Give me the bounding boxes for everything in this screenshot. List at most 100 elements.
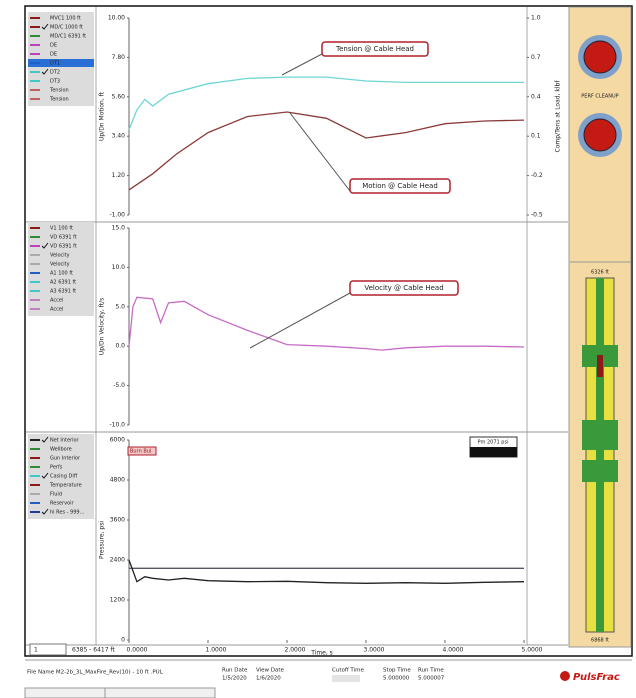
legend-check	[41, 436, 49, 443]
legend-label[interactable]: hi Res - 999...	[50, 510, 85, 516]
legend-label[interactable]: A1 100 ft	[50, 271, 73, 277]
legend-label[interactable]: MD/C1 6391 ft	[50, 34, 86, 40]
gauge-label: PERF CLEANUP	[581, 94, 618, 100]
y2-tick-label: 0.4	[531, 93, 541, 100]
y2-tick-label: 1.0	[531, 15, 541, 22]
legend-label[interactable]: DT2	[50, 70, 60, 76]
selector-value[interactable]: 1	[34, 647, 38, 654]
perf-zone	[582, 460, 618, 482]
value: 5.000007	[418, 676, 445, 682]
callout-line	[289, 112, 351, 192]
y2-tick-label: 0.1	[531, 133, 541, 140]
status-bar	[24, 687, 106, 698]
series-line	[128, 76, 524, 130]
legend-label[interactable]: Casing Diff	[50, 474, 78, 480]
series-line	[128, 111, 525, 191]
tag-box	[127, 446, 157, 456]
legend-label[interactable]: Temperature	[49, 483, 82, 489]
legend-label[interactable]: Net Interior	[50, 438, 80, 444]
brand: PulsFrac	[573, 672, 620, 683]
label: Stop Time	[383, 668, 411, 674]
legend-check	[41, 68, 49, 75]
callout-line	[249, 292, 351, 349]
callout-box	[349, 280, 459, 296]
frame	[24, 5, 633, 657]
legend-check	[41, 472, 49, 479]
x-tick-label: 4.0000	[443, 647, 464, 654]
status-bar	[104, 687, 216, 698]
gun	[597, 355, 603, 377]
callout-line	[281, 53, 323, 76]
y-axis-label: Pressure, psi	[99, 521, 106, 559]
y-tick-label: 1.20	[112, 172, 126, 179]
label: Cutoff Time	[332, 668, 364, 674]
readout: Pm 2071 psi	[478, 440, 509, 446]
legend-label[interactable]: DT1	[50, 61, 60, 67]
legend-label[interactable]: Tension	[49, 88, 69, 94]
tool-core	[596, 278, 604, 632]
y-tick-label: 5.60	[112, 93, 126, 100]
legend-label[interactable]: Perfs	[50, 465, 63, 471]
y-tick-label: 1200	[110, 597, 125, 604]
legend-highlight	[28, 59, 94, 67]
legend-label[interactable]: DT3	[50, 79, 60, 85]
legend-label[interactable]: Fluid	[50, 492, 62, 498]
value: 1/6/2020	[256, 676, 281, 682]
legend-label[interactable]: Accel	[50, 307, 63, 313]
y-tick-label: -1.00	[109, 212, 125, 219]
callout-text: Tension @ Cable Head	[335, 45, 414, 53]
perf-zone	[582, 420, 618, 450]
legend-label[interactable]: DE	[50, 52, 57, 58]
legend-label[interactable]: A3 6391 ft	[50, 289, 76, 295]
legend-label[interactable]: Velocity	[50, 262, 70, 268]
x-tick-label: 5.0000	[522, 647, 543, 654]
y-tick-label: 10.00	[108, 15, 125, 22]
legend-label[interactable]: Accel	[50, 298, 63, 304]
callout-box	[321, 41, 429, 57]
cutoff-input[interactable]	[332, 675, 360, 682]
y-tick-label: 3.40	[112, 133, 126, 140]
legend-label[interactable]: VD 6391 ft	[50, 244, 77, 250]
legend-label[interactable]: Reservoir	[50, 501, 74, 507]
legend-label[interactable]: V1 100 ft	[50, 226, 73, 232]
y-tick-label: -5.0	[113, 382, 125, 389]
x-axis-label: Time, s	[310, 650, 333, 657]
y2-tick-label: 0.7	[531, 54, 541, 61]
gauge	[583, 118, 617, 152]
depth-label: 6326 ft	[591, 270, 609, 276]
x-tick-label: 0.0000	[127, 647, 148, 654]
legend-label[interactable]: MVC1 100 ft	[50, 16, 81, 22]
series-line	[128, 296, 525, 351]
x-tick-label: 1.0000	[206, 647, 227, 654]
legend-label[interactable]: A2 6391 ft	[50, 280, 76, 286]
y-tick-label: 15.0	[112, 225, 126, 232]
legend-check	[41, 242, 49, 249]
y-tick-label: 4800	[110, 477, 125, 484]
label: View Date	[256, 668, 285, 674]
callout-text: Motion @ Cable Head	[362, 182, 438, 190]
legend-label[interactable]: Wellbore	[50, 447, 72, 453]
depth-label: 6868 ft	[591, 638, 609, 644]
legend-label[interactable]: MD/C 1000 ft	[50, 25, 83, 31]
legend-label[interactable]: VD 6391 ft	[50, 235, 77, 241]
selector[interactable]	[29, 643, 67, 656]
y-tick-label: 2400	[110, 557, 125, 564]
y2-tick-label: -0.2	[531, 172, 543, 179]
legend-label[interactable]: Tension	[49, 97, 69, 103]
legend-check	[41, 23, 49, 30]
y-tick-label: 5.0	[115, 303, 125, 310]
y-tick-label: 0	[121, 637, 125, 644]
y-tick-label: 10.0	[112, 264, 126, 271]
legend-label[interactable]: Velocity	[50, 253, 70, 259]
y-axis-label: Up/Dn Velocity, ft/s	[99, 298, 106, 355]
callout-box	[349, 178, 451, 194]
series-line	[128, 559, 525, 584]
y2-tick-label: -0.5	[531, 212, 543, 219]
legend-label[interactable]: DE	[50, 43, 57, 49]
x-tick-label: 3.0000	[364, 647, 385, 654]
y-tick-label: 6000	[110, 437, 125, 444]
legend-label[interactable]: Gun Interior	[50, 456, 81, 462]
